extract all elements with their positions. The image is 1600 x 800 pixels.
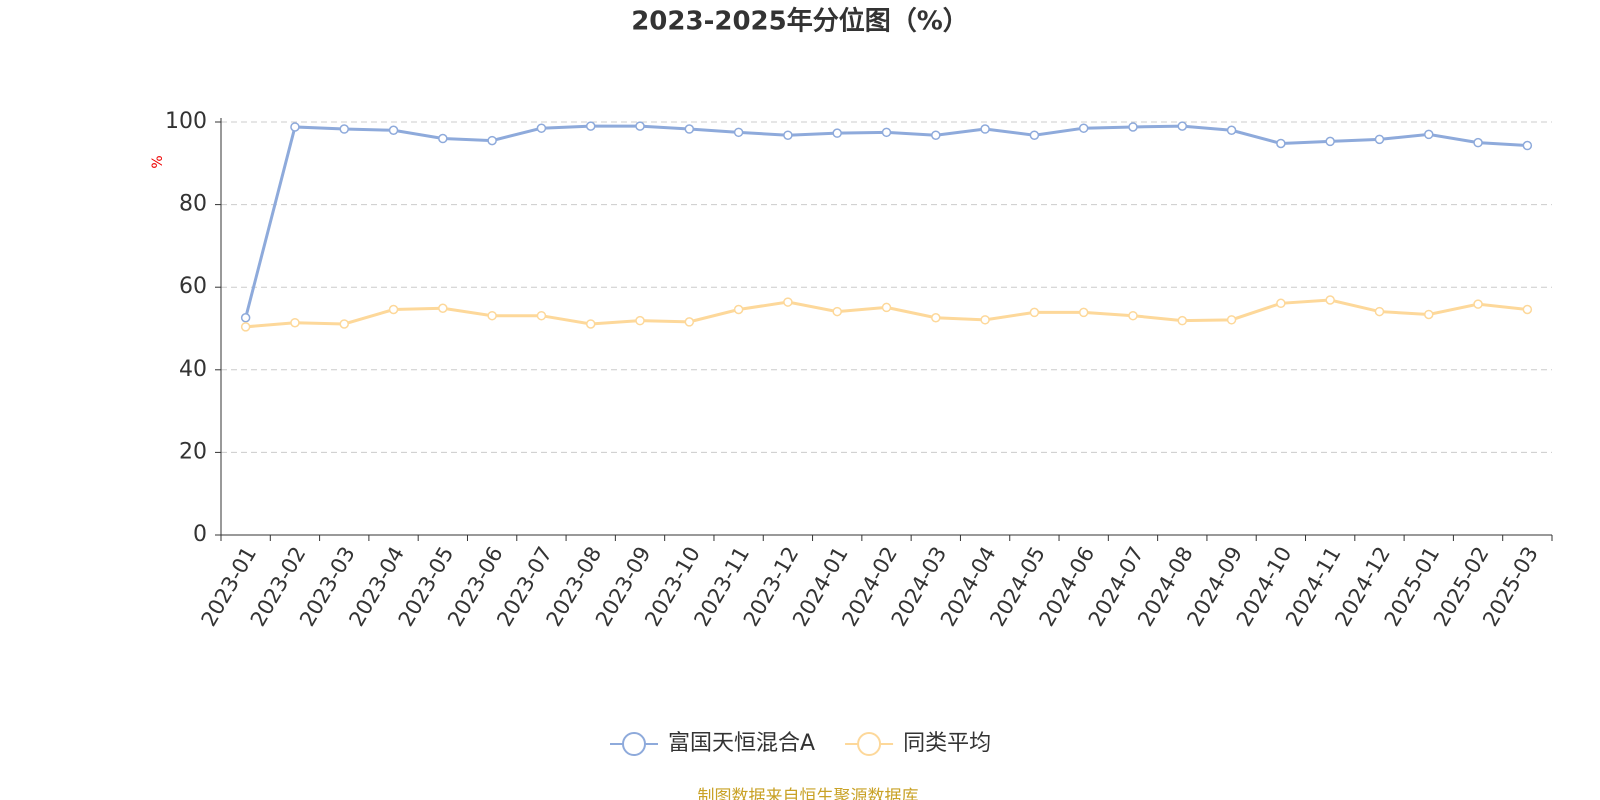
data-point	[240, 313, 251, 323]
legend-marker	[622, 732, 646, 756]
data-point	[733, 127, 744, 138]
data-point	[1276, 138, 1286, 149]
data-point	[487, 135, 497, 146]
data-point	[388, 304, 399, 315]
data-point	[585, 319, 596, 329]
data-point	[881, 302, 892, 313]
data-point	[783, 297, 793, 307]
y-axis-label: %	[150, 155, 166, 168]
chart-title: 2023-2025年分位图（%）	[631, 6, 969, 37]
data-point	[1424, 129, 1434, 140]
data-point	[931, 313, 941, 323]
data-point	[980, 315, 990, 325]
data-point	[1128, 122, 1138, 132]
data-point	[1522, 140, 1533, 151]
data-point	[980, 124, 990, 134]
data-point	[635, 315, 645, 326]
data-point	[487, 310, 497, 321]
data-point	[1276, 298, 1286, 309]
data-point	[536, 310, 547, 321]
legend-label: 同类平均	[903, 731, 991, 756]
data-point	[1078, 307, 1089, 318]
source-note: 制图数据来自恒生聚源数据库	[698, 787, 919, 800]
data-point	[1128, 310, 1138, 321]
y-tick-label: 60	[179, 274, 207, 299]
data-point	[438, 303, 448, 314]
data-point	[536, 123, 547, 133]
y-tick-label: 40	[179, 357, 207, 382]
data-point	[1029, 307, 1040, 318]
data-point	[290, 122, 300, 132]
data-point	[684, 124, 695, 134]
legend-label: 富国天恒混合A	[668, 731, 815, 756]
y-tick-label: 100	[165, 109, 207, 134]
data-point	[881, 127, 892, 138]
data-point	[290, 317, 300, 328]
data-point	[1177, 315, 1188, 326]
data-point	[1473, 137, 1483, 148]
data-point	[339, 319, 349, 329]
data-point	[931, 130, 941, 140]
data-point	[1177, 121, 1188, 131]
data-point	[1078, 123, 1089, 133]
data-point	[438, 133, 448, 144]
data-point	[1226, 315, 1237, 325]
data-point	[585, 121, 596, 131]
data-point	[1226, 125, 1237, 136]
data-point	[635, 121, 645, 131]
legend-marker	[857, 732, 882, 756]
data-point	[388, 125, 399, 136]
y-tick-label: 0	[193, 522, 207, 547]
y-tick-label: 20	[179, 439, 207, 464]
data-point	[1325, 136, 1335, 147]
data-point	[733, 304, 744, 315]
series-line	[244, 124, 1528, 319]
data-point	[832, 306, 842, 317]
data-point	[339, 124, 349, 134]
data-point	[1522, 304, 1533, 315]
data-point	[832, 128, 842, 138]
data-point	[1424, 309, 1434, 320]
data-point	[684, 317, 695, 327]
data-point	[240, 322, 251, 332]
data-point	[1325, 295, 1335, 305]
data-point	[783, 130, 793, 140]
y-tick-label: 80	[179, 192, 207, 217]
data-point	[1473, 299, 1483, 309]
data-point	[1374, 134, 1385, 145]
data-point	[1374, 306, 1385, 317]
data-point	[1029, 130, 1040, 140]
